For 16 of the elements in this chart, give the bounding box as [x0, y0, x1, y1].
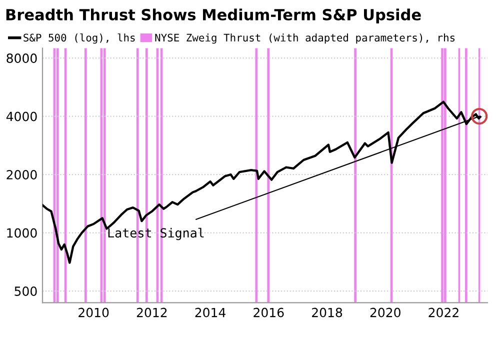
x-tick-label: 2022 — [428, 308, 458, 318]
y-tick-label: 1000 — [7, 228, 37, 238]
x-tick-label: 2012 — [136, 308, 167, 318]
x-tick-label: 2010 — [78, 308, 109, 318]
y-tick-label: 500 — [14, 286, 37, 296]
chart-title: Breadth Thrust Shows Medium-Term S&P Upside — [6, 8, 421, 24]
annotation: Latest Signal — [108, 228, 204, 240]
x-tick-label: 2020 — [370, 308, 400, 318]
y-tick-label: 2000 — [6, 170, 37, 180]
legend-label: S&P 500 (log), lhs — [24, 33, 135, 44]
x-tick-label: 2016 — [254, 308, 284, 318]
y-tick-label: 4000 — [6, 112, 37, 122]
legend-label: NYSE Zweig Thrust (with adapted parameters), rhs — [155, 34, 455, 44]
x-tick-label: 2014 — [195, 308, 226, 318]
y-tick-label: 8000 — [6, 54, 37, 63]
x-tick-label: 2018 — [312, 308, 342, 318]
